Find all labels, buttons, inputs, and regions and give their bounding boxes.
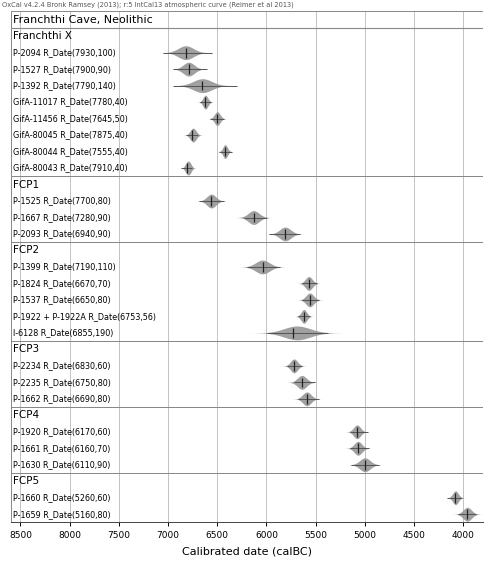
Text: FCP3: FCP3	[14, 345, 40, 354]
Text: GifA-11017 R_Date(7780,40): GifA-11017 R_Date(7780,40)	[14, 97, 128, 106]
Text: GifA-80043 R_Date(7910,40): GifA-80043 R_Date(7910,40)	[14, 164, 128, 172]
Text: P-2235 R_Date(6750,80): P-2235 R_Date(6750,80)	[14, 378, 111, 387]
Bar	[10, 28, 483, 176]
Bar	[10, 11, 483, 28]
Text: P-2094 R_Date(7930,100): P-2094 R_Date(7930,100)	[14, 48, 116, 57]
Text: Franchthi X: Franchthi X	[14, 31, 73, 41]
Text: P-1824 R_Date(6670,70): P-1824 R_Date(6670,70)	[14, 279, 111, 288]
Text: GifA-11456 R_Date(7645,50): GifA-11456 R_Date(7645,50)	[14, 114, 128, 123]
Text: P-1399 R_Date(7190,110): P-1399 R_Date(7190,110)	[14, 262, 116, 271]
Text: Franchthi Cave, Neolithic: Franchthi Cave, Neolithic	[14, 15, 153, 25]
Text: OxCal v4.2.4 Bronk Ramsey (2013); r:5 IntCal13 atmospheric curve (Reimer et al 2: OxCal v4.2.4 Bronk Ramsey (2013); r:5 In…	[2, 1, 294, 8]
Text: FCP2: FCP2	[14, 245, 40, 256]
Bar	[10, 407, 483, 473]
Text: P-1661 R_Date(6160,70): P-1661 R_Date(6160,70)	[14, 444, 111, 453]
Text: P-1659 R_Date(5160,80): P-1659 R_Date(5160,80)	[14, 510, 111, 519]
Text: P-1392 R_Date(7790,140): P-1392 R_Date(7790,140)	[14, 81, 116, 90]
Text: FCP5: FCP5	[14, 476, 40, 486]
Text: P-1920 R_Date(6170,60): P-1920 R_Date(6170,60)	[14, 427, 111, 436]
Bar	[10, 176, 483, 242]
Bar	[10, 473, 483, 522]
X-axis label: Calibrated date (calBC): Calibrated date (calBC)	[182, 546, 312, 556]
Text: P-1660 R_Date(5260,60): P-1660 R_Date(5260,60)	[14, 493, 111, 502]
Text: P-1667 R_Date(7280,90): P-1667 R_Date(7280,90)	[14, 213, 111, 222]
Text: P-1537 R_Date(6650,80): P-1537 R_Date(6650,80)	[14, 296, 111, 305]
Bar	[10, 341, 483, 407]
Text: P-1525 R_Date(7700,80): P-1525 R_Date(7700,80)	[14, 196, 111, 205]
Text: FCP1: FCP1	[14, 180, 40, 190]
Text: P-1662 R_Date(6690,80): P-1662 R_Date(6690,80)	[14, 394, 111, 403]
Text: P-1922 + P-1922A R_Date(6753,56): P-1922 + P-1922A R_Date(6753,56)	[14, 312, 156, 321]
Text: P-2234 R_Date(6830,60): P-2234 R_Date(6830,60)	[14, 361, 111, 370]
Text: GifA-80044 R_Date(7555,40): GifA-80044 R_Date(7555,40)	[14, 147, 128, 156]
Text: FCP4: FCP4	[14, 410, 40, 421]
Text: I-6128 R_Date(6855,190): I-6128 R_Date(6855,190)	[14, 328, 114, 337]
Text: GifA-80045 R_Date(7875,40): GifA-80045 R_Date(7875,40)	[14, 131, 128, 140]
Bar	[10, 242, 483, 341]
Text: P-1527 R_Date(7900,90): P-1527 R_Date(7900,90)	[14, 65, 112, 74]
Text: P-1630 R_Date(6110,90): P-1630 R_Date(6110,90)	[14, 461, 111, 470]
Text: P-2093 R_Date(6940,90): P-2093 R_Date(6940,90)	[14, 230, 111, 239]
